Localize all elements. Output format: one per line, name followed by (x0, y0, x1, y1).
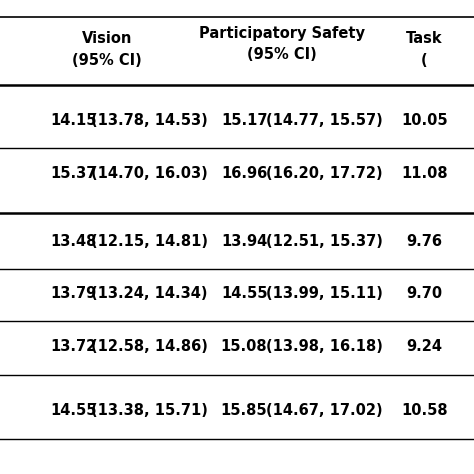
Text: 10.58: 10.58 (401, 402, 447, 418)
Text: 9.76: 9.76 (406, 234, 442, 249)
Text: (95% CI): (95% CI) (247, 47, 317, 63)
Text: 13.48: 13.48 (50, 234, 97, 249)
Text: (13.24, 14.34): (13.24, 14.34) (91, 286, 208, 301)
Text: (16.20, 17.72): (16.20, 17.72) (266, 165, 383, 181)
Text: (12.51, 15.37): (12.51, 15.37) (266, 234, 383, 249)
Text: 9.70: 9.70 (406, 286, 442, 301)
Text: (14.70, 16.03): (14.70, 16.03) (91, 165, 208, 181)
Text: 11.08: 11.08 (401, 165, 447, 181)
Text: (14.67, 17.02): (14.67, 17.02) (266, 402, 383, 418)
Text: (12.15, 14.81): (12.15, 14.81) (91, 234, 208, 249)
Text: 13.94: 13.94 (221, 234, 267, 249)
Text: 15.08: 15.08 (221, 338, 267, 354)
Text: (12.58, 14.86): (12.58, 14.86) (91, 338, 208, 354)
Text: 10.05: 10.05 (401, 113, 447, 128)
Text: 15.85: 15.85 (221, 402, 267, 418)
Text: 14.55: 14.55 (221, 286, 267, 301)
Text: 14.55: 14.55 (50, 402, 97, 418)
Text: 15.37: 15.37 (50, 165, 97, 181)
Text: (13.98, 16.18): (13.98, 16.18) (266, 338, 383, 354)
Text: (13.99, 15.11): (13.99, 15.11) (266, 286, 383, 301)
Text: Participatory Safety: Participatory Safety (199, 26, 365, 41)
Text: Task: Task (406, 31, 443, 46)
Text: 14.15: 14.15 (50, 113, 97, 128)
Text: 16.96: 16.96 (221, 165, 267, 181)
Text: 13.79: 13.79 (50, 286, 97, 301)
Text: 13.72: 13.72 (50, 338, 97, 354)
Text: (95% CI): (95% CI) (72, 53, 142, 68)
Text: (: ( (421, 53, 428, 68)
Text: Vision: Vision (82, 31, 132, 46)
Text: (14.77, 15.57): (14.77, 15.57) (266, 113, 383, 128)
Text: (13.38, 15.71): (13.38, 15.71) (91, 402, 208, 418)
Text: 9.24: 9.24 (406, 338, 442, 354)
Text: 15.17: 15.17 (221, 113, 267, 128)
Text: (13.78, 14.53): (13.78, 14.53) (91, 113, 208, 128)
